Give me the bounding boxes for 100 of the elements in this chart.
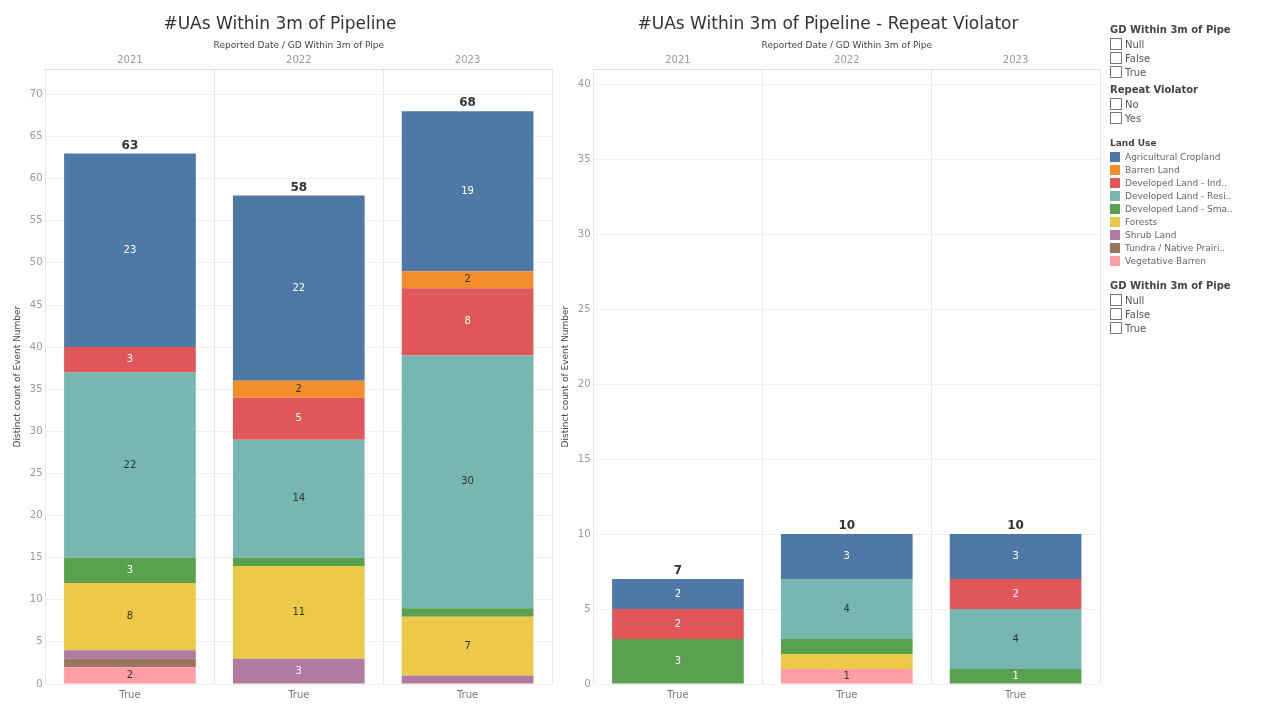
data-label: 3 <box>295 664 302 676</box>
chart-title: #UAs Within 3m of Pipeline <box>163 12 397 33</box>
data-label: 8 <box>126 610 134 622</box>
x-tick-label: 2021 <box>665 53 691 65</box>
y-tick-label: 40 <box>577 77 591 89</box>
text: False <box>1125 308 1151 320</box>
bar <box>401 288 534 356</box>
data-label: 5 <box>295 412 302 424</box>
data-label: 3 <box>126 563 134 575</box>
x-tick-label: 2021 <box>117 53 143 65</box>
legend-title: Land Use <box>1110 138 1158 148</box>
y-tick-label: 20 <box>577 377 591 389</box>
data-label: 3 <box>843 550 850 562</box>
data-label: 2 <box>674 587 682 599</box>
text: False <box>1125 52 1151 64</box>
bar <box>232 557 365 567</box>
x-tick-label: 2022 <box>286 53 312 65</box>
data-label: 2 <box>1012 587 1019 599</box>
legend-label: Tundra / Native Prairi.. <box>1125 243 1226 253</box>
total-label: 10 <box>1007 518 1024 533</box>
y-tick-label: 25 <box>29 467 43 479</box>
y-tick-label: 15 <box>577 452 591 464</box>
bar <box>64 347 196 373</box>
data-label: 1 <box>843 669 850 681</box>
x-axis-title: Reported Date / GD Within 3m of Pipe <box>213 40 385 51</box>
bar <box>780 579 913 640</box>
bar <box>232 195 365 381</box>
bar <box>780 534 913 580</box>
bar <box>612 639 744 684</box>
bar <box>401 355 534 609</box>
bar <box>401 271 534 289</box>
data-label: 2 <box>126 668 134 680</box>
bar <box>401 111 534 272</box>
total-label: 10 <box>838 518 856 533</box>
legend-label: Developed Land - Resi.. <box>1125 191 1232 201</box>
data-label: 2 <box>295 382 302 394</box>
text: True <box>1003 688 1027 700</box>
y-axis-title: Distinct count of Event Number <box>11 305 22 448</box>
bar <box>64 582 196 651</box>
y-tick-label: 15 <box>29 551 43 563</box>
y-tick-label: 0 <box>36 677 43 689</box>
y-tick-label: 65 <box>29 130 43 142</box>
y-tick-label: 30 <box>29 424 43 436</box>
y-tick-label: 25 <box>577 302 591 314</box>
data-label: 22 <box>123 458 137 470</box>
bar <box>612 609 744 640</box>
bar <box>949 579 1082 610</box>
y-tick-label: 40 <box>29 340 43 352</box>
bar <box>401 675 534 684</box>
bar <box>780 669 913 684</box>
data-label: 4 <box>843 602 850 614</box>
y-tick-label: 35 <box>577 152 591 164</box>
x-tick-label: 2023 <box>454 53 481 65</box>
y-tick-label: 60 <box>29 172 43 184</box>
total-label: 7 <box>673 563 683 578</box>
y-tick-label: 70 <box>29 88 43 100</box>
data-label: 1 <box>1012 669 1019 681</box>
y-tick-label: 35 <box>29 382 43 394</box>
y-tick-label: 50 <box>29 256 43 268</box>
bar <box>949 669 1082 684</box>
text: No <box>1125 98 1139 110</box>
data-label: 30 <box>461 475 474 487</box>
chart-title: #UAs Within 3m of Pipeline - Repeat Violator <box>637 12 1019 33</box>
text: GD Within 3m of Pipe <box>1110 280 1232 291</box>
bar <box>232 658 365 684</box>
text: True <box>666 688 689 700</box>
bar <box>780 654 913 670</box>
y-tick-label: 55 <box>29 214 43 226</box>
legend-label: Vegetative Barren <box>1125 256 1207 266</box>
data-label: 3 <box>674 654 682 666</box>
y-tick-label: 10 <box>29 593 43 605</box>
data-label: 19 <box>461 184 474 196</box>
data-label: 14 <box>292 492 306 504</box>
text: GD Within 3m of Pipe <box>1110 24 1232 35</box>
y-tick-label: 5 <box>584 602 591 614</box>
bar <box>232 397 365 440</box>
data-label: 11 <box>292 606 306 618</box>
data-label: 2 <box>674 617 682 629</box>
x-tick-label: 2023 <box>1002 53 1029 65</box>
data-label: 4 <box>1012 632 1019 644</box>
bar <box>232 439 365 558</box>
bar <box>64 153 196 348</box>
text: True <box>835 688 858 700</box>
data-label: 8 <box>464 315 471 327</box>
bar <box>64 372 196 558</box>
total-label: 63 <box>121 137 139 152</box>
y-tick-label: 5 <box>36 635 43 647</box>
bar <box>64 667 196 684</box>
legend-label: Developed Land - Sma.. <box>1125 204 1233 214</box>
y-axis-title: Distinct count of Event Number <box>559 305 570 448</box>
text: True <box>1125 322 1147 334</box>
text: True <box>118 688 141 700</box>
y-tick-label: 30 <box>577 227 591 239</box>
data-label: 2 <box>464 273 471 285</box>
bar <box>401 608 534 617</box>
text: Null <box>1125 294 1145 306</box>
y-tick-label: 10 <box>577 527 591 539</box>
bar <box>232 566 365 659</box>
legend-label: Shrub Land <box>1125 230 1177 240</box>
bar <box>612 579 744 610</box>
